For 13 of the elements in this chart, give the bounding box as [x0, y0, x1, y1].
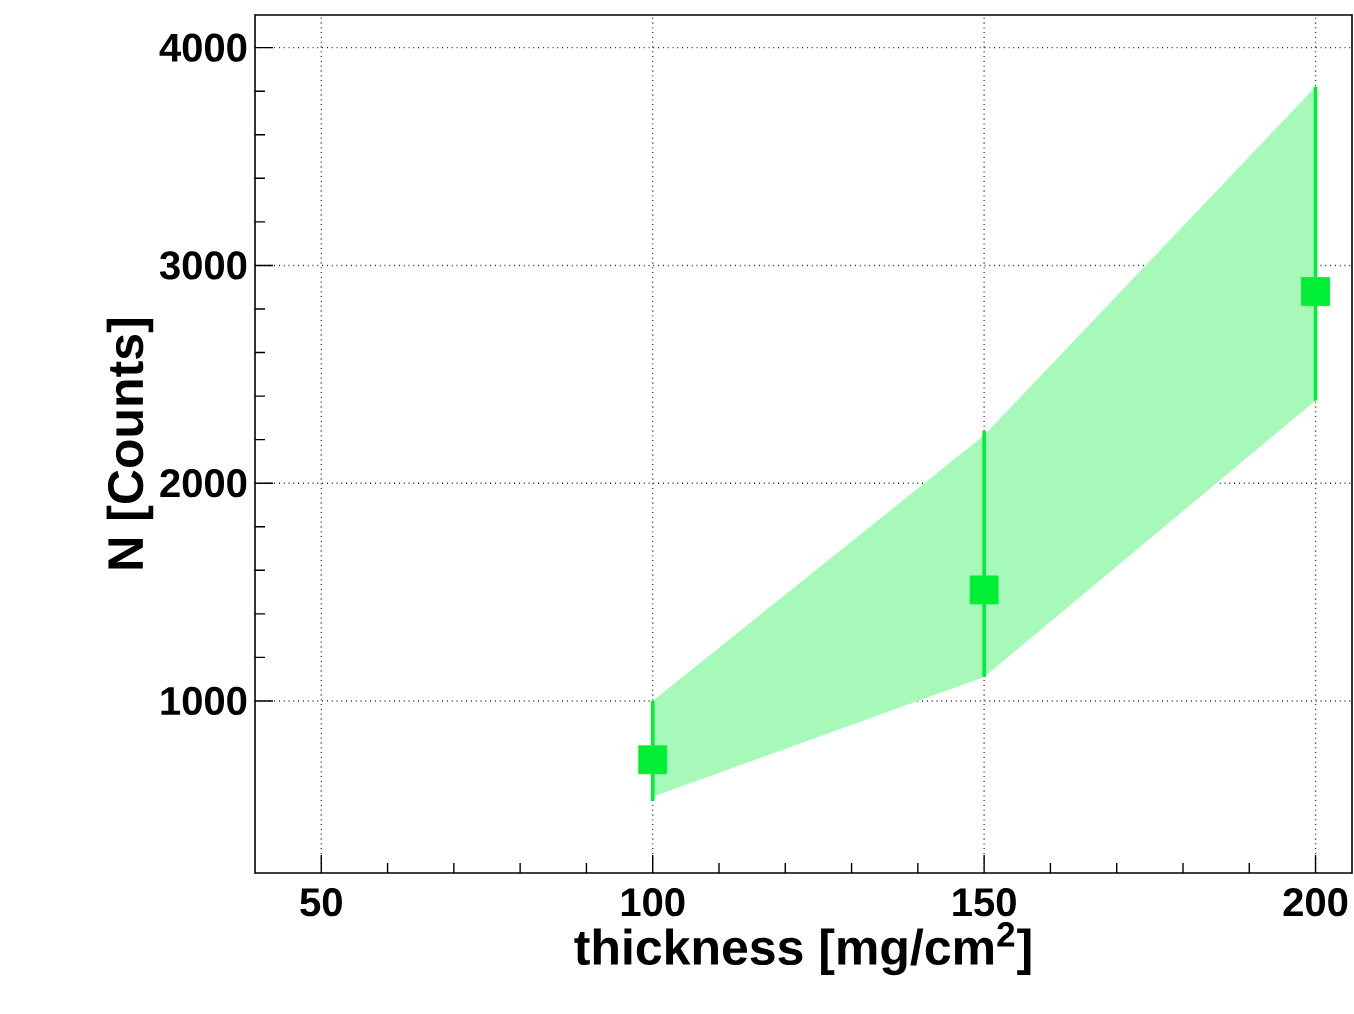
point: [1301, 277, 1330, 306]
y-axis-title: N [Counts]: [106, 319, 154, 569]
x-tick-label: 100: [621, 888, 685, 917]
point: [969, 575, 999, 605]
x-tick-label: 50: [300, 888, 342, 917]
y-tick-label: 4000: [159, 33, 247, 62]
x-axis-title: thickness [mg/cm$^{2}$]: [574, 922, 1031, 976]
y-tick-label: 3000: [159, 251, 247, 280]
y-tick-label: 2000: [160, 469, 247, 498]
y-tick-label: 1000: [161, 686, 247, 716]
x-tick-label: 200: [1283, 888, 1348, 917]
x-tick-label: 150: [953, 888, 1016, 917]
point: [638, 745, 668, 775]
